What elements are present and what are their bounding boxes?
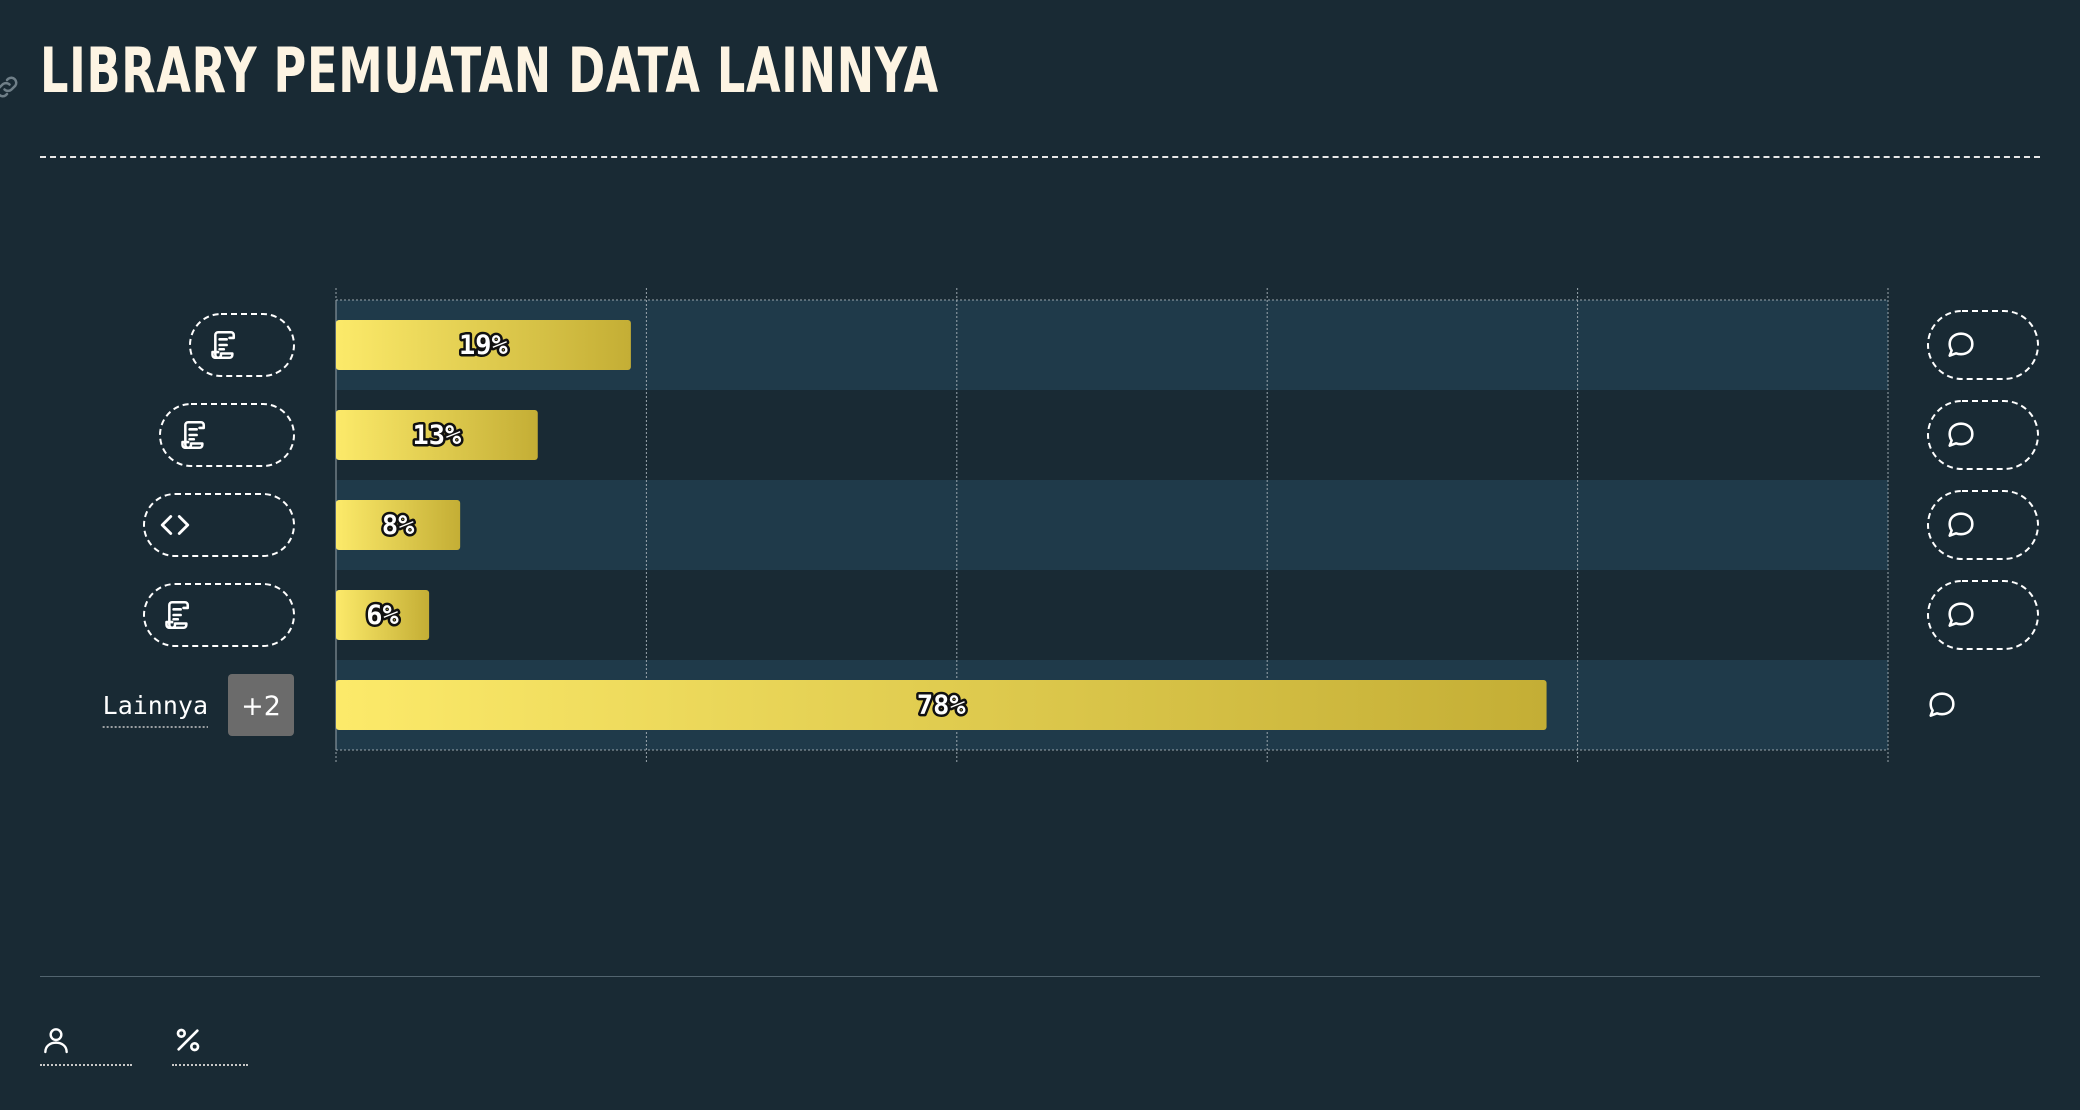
more-count-badge-text: +2 <box>241 691 281 722</box>
code-icon <box>160 515 190 535</box>
bar[interactable] <box>336 320 631 370</box>
bar[interactable] <box>336 680 1547 730</box>
footer-item-percent[interactable] <box>172 1024 248 1066</box>
scroll-icon <box>165 600 190 630</box>
bar[interactable] <box>336 500 461 550</box>
comment-icon[interactable] <box>1929 692 1955 717</box>
bar-value-label: 19% <box>459 330 509 361</box>
scroll-icon <box>181 420 206 450</box>
category-chip[interactable] <box>143 583 295 647</box>
page-title: LIBRARY PEMUATAN DATA LAINNYA <box>40 34 939 107</box>
percent-icon <box>176 1028 200 1052</box>
category-chip[interactable] <box>143 493 295 557</box>
bar-chart: 19% 13% 8% 6% 78% Lainnya +2 <box>102 288 2039 762</box>
scroll-icon <box>211 330 236 360</box>
category-chip[interactable] <box>159 403 295 467</box>
title-divider <box>40 156 2040 158</box>
footer-divider <box>40 976 2040 977</box>
bar-value-label: 6% <box>366 600 399 631</box>
row-band <box>336 480 1888 570</box>
footer-item-user[interactable] <box>40 1024 132 1066</box>
row-comment-chip[interactable] <box>1927 400 2039 470</box>
bar[interactable] <box>336 590 430 640</box>
user-icon <box>44 1028 68 1054</box>
link-icon[interactable] <box>0 72 22 102</box>
more-count-badge[interactable] <box>228 674 294 736</box>
category-chip[interactable] <box>189 313 295 377</box>
category-label: Lainnya <box>103 691 208 720</box>
comment-icon[interactable] <box>1948 512 1974 537</box>
row-comment-chip[interactable] <box>1927 580 2039 650</box>
bar[interactable] <box>336 410 538 460</box>
row-comment-chip[interactable] <box>1927 310 2039 380</box>
row-comment-chip[interactable] <box>1927 490 2039 560</box>
comment-icon[interactable] <box>1948 602 1974 627</box>
bar-value-label: 8% <box>382 510 415 541</box>
bar-value-label: 78% <box>917 690 967 721</box>
comment-icon[interactable] <box>1948 422 1974 447</box>
bar-value-label: 13% <box>412 420 462 451</box>
comment-icon[interactable] <box>1948 332 1974 357</box>
